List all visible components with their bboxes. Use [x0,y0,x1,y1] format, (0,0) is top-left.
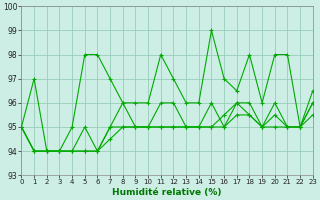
X-axis label: Humidité relative (%): Humidité relative (%) [112,188,222,197]
